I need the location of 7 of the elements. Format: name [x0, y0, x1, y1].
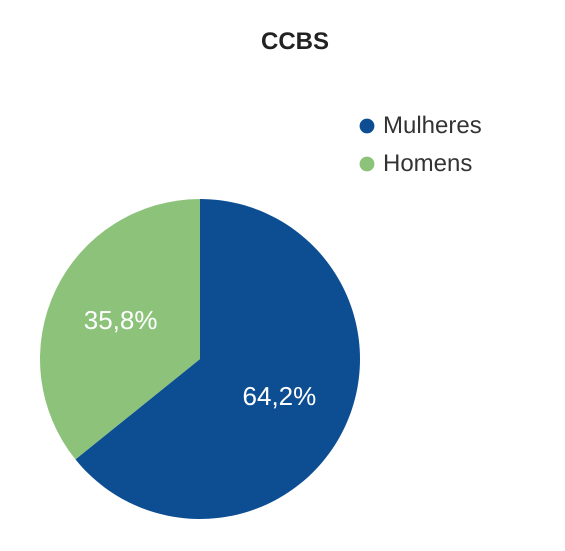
legend-label: Homens — [383, 150, 472, 177]
pie-slice — [75, 199, 360, 519]
data-label: 35,8% — [84, 305, 158, 336]
legend-label: Mulheres — [383, 112, 482, 139]
data-label: 64,2% — [242, 380, 316, 411]
chart-title: CCBS — [260, 28, 330, 55]
pie-slice — [40, 199, 200, 460]
